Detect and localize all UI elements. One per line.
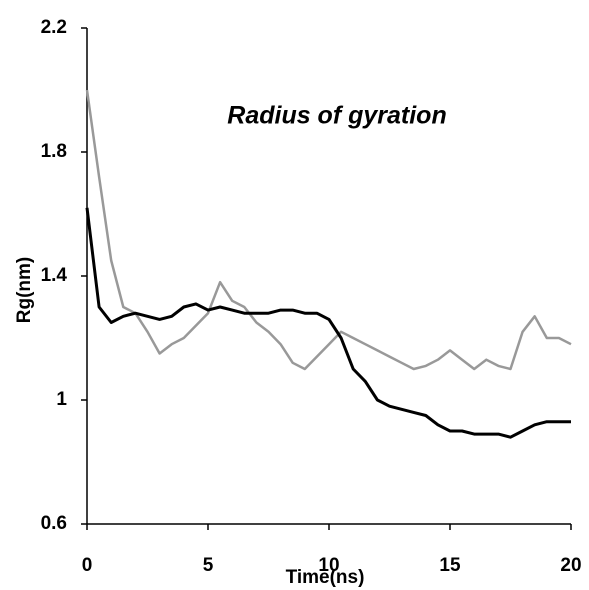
- y-tick-label: 1.4: [41, 265, 68, 286]
- y-tick-label: 0.6: [41, 513, 67, 534]
- y-tick-label: 2.2: [41, 17, 67, 38]
- x-tick-label: 10: [318, 555, 339, 576]
- y-tick-label: 1.8: [41, 141, 67, 162]
- x-tick-label: 0: [82, 555, 93, 576]
- y-axis-label: Rg(nm): [14, 257, 35, 323]
- annotation: Radius of gyration: [227, 102, 446, 130]
- y-tick-label: 1: [56, 389, 67, 410]
- x-axis-label: Time(ns): [286, 567, 365, 588]
- x-tick-label: 20: [560, 555, 581, 576]
- series-line: [85, 89, 572, 371]
- x-tick-label: 15: [439, 555, 461, 576]
- x-tick-label: 5: [203, 555, 214, 576]
- series-line: [85, 207, 571, 439]
